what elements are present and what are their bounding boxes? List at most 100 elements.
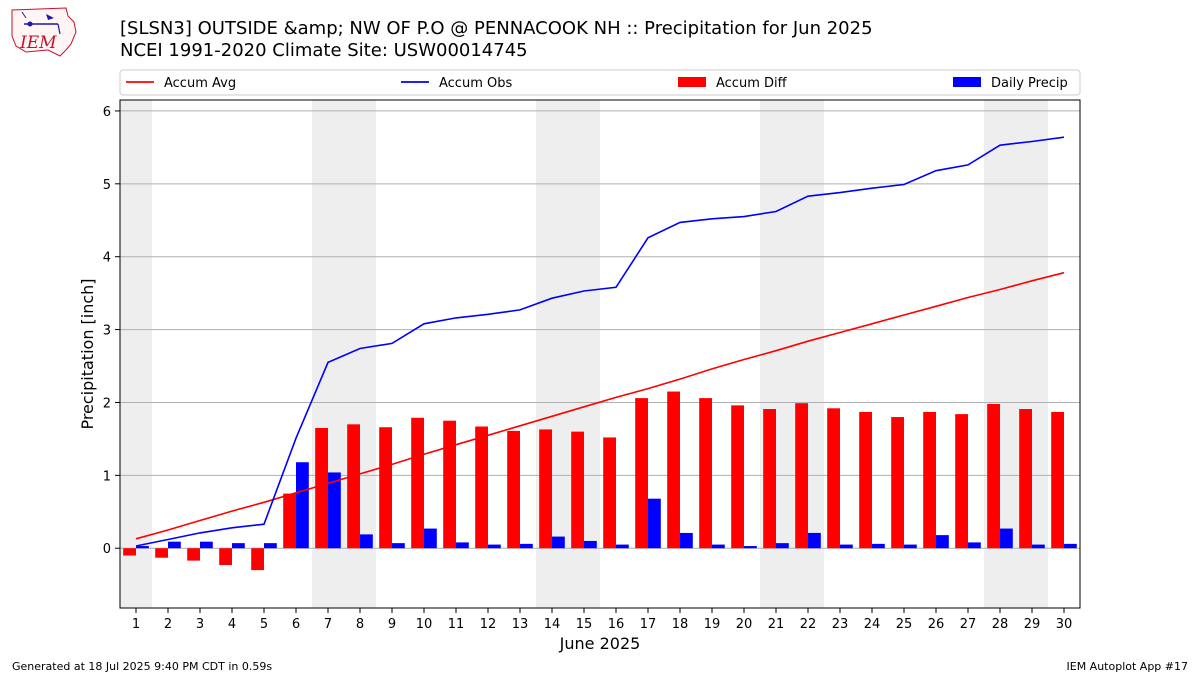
legend-label-daily-precip: Daily Precip	[991, 76, 1068, 91]
x-tick-label-22: 22	[800, 617, 817, 632]
daily-precip-bar-day-17	[648, 498, 661, 549]
daily-precip-bar-day-9	[392, 543, 405, 549]
accum-diff-bar-day-12	[475, 426, 488, 549]
y-tick-label-1: 1	[103, 469, 111, 484]
accum-diff-bar-day-24	[859, 411, 872, 549]
accum-diff-bar-day-17	[635, 398, 648, 549]
x-tick-label-25: 25	[896, 617, 913, 632]
accum-diff-bar-day-7	[315, 427, 328, 549]
legend-swatch-accum-diff	[678, 77, 706, 87]
x-tick-label-11: 11	[448, 617, 465, 632]
daily-precip-bar-day-18	[680, 532, 693, 549]
daily-precip-bar-day-19	[712, 544, 725, 549]
title-line-1: [SLSN3] OUTSIDE &amp; NW OF P.O @ PENNAC…	[120, 18, 873, 39]
x-axis-label: June 2025	[559, 634, 641, 653]
accum-diff-bar-day-8	[347, 424, 360, 549]
daily-precip-bar-day-1	[136, 546, 149, 549]
x-tick-label-12: 12	[480, 617, 497, 632]
accum-diff-bar-day-21	[763, 409, 776, 549]
x-tick-label-6: 6	[292, 617, 300, 632]
legend-box	[119, 69, 1081, 96]
accum-diff-bar-day-19	[699, 398, 712, 549]
weekend-shade-day-1	[120, 100, 152, 608]
x-tick-label-21: 21	[768, 617, 785, 632]
chart-title: [SLSN3] OUTSIDE &amp; NW OF P.O @ PENNAC…	[120, 18, 873, 62]
y-tick-label-4: 4	[103, 251, 111, 266]
accum-diff-bar-day-25	[891, 417, 904, 549]
iem-logo: IEM	[11, 7, 77, 57]
daily-precip-bar-day-4	[232, 543, 245, 549]
accum-diff-bar-day-30	[1051, 411, 1064, 549]
daily-precip-bar-day-30	[1064, 543, 1077, 549]
accum-diff-bar-day-14	[539, 429, 552, 549]
plot-frame	[119, 99, 1081, 609]
accum-diff-bar-day-15	[571, 431, 584, 549]
x-tick-label-14: 14	[544, 617, 561, 632]
legend-label-accum-obs: Accum Obs	[439, 76, 512, 91]
x-tick-label-15: 15	[576, 617, 593, 632]
footer-generated: Generated at 18 Jul 2025 9:40 PM CDT in …	[12, 660, 273, 673]
accum-diff-bar-day-6	[283, 493, 296, 549]
daily-precip-bar-day-21	[776, 543, 789, 549]
x-tick-label-20: 20	[736, 617, 753, 632]
accum-diff-bar-day-26	[923, 411, 936, 549]
daily-precip-bar-day-25	[904, 544, 917, 549]
accum-diff-bar-day-20	[731, 405, 744, 549]
title-line-2: NCEI 1991-2020 Climate Site: USW00014745	[120, 40, 528, 61]
y-tick-label-6: 6	[103, 105, 111, 120]
daily-precip-bar-day-2	[168, 541, 181, 549]
accum-diff-bar-day-3	[187, 548, 200, 561]
daily-precip-bar-day-7	[328, 472, 341, 549]
accum-diff-bar-day-28	[987, 403, 1000, 549]
x-tick-label-2: 2	[164, 617, 172, 632]
y-axis-label: Precipitation [inch]	[78, 278, 97, 429]
x-tick-label-16: 16	[608, 617, 625, 632]
y-tick-label-3: 3	[103, 324, 111, 339]
x-tick-label-18: 18	[672, 617, 689, 632]
logo-text: IEM	[19, 33, 57, 53]
daily-precip-bar-day-12	[488, 544, 501, 549]
daily-precip-bar-day-22	[808, 532, 821, 549]
accum-diff-bar-day-11	[443, 420, 456, 549]
accum-diff-bar-day-4	[219, 548, 232, 565]
accum-diff-bar-day-29	[1019, 409, 1032, 549]
accum-diff-bar-day-27	[955, 414, 968, 549]
legend-swatch-daily-precip	[953, 77, 981, 87]
x-tick-label-29: 29	[1024, 617, 1041, 632]
y-tick-label-5: 5	[103, 178, 111, 193]
legend-label-accum-avg: Accum Avg	[164, 76, 236, 91]
x-tick-label-3: 3	[196, 617, 204, 632]
x-tick-label-1: 1	[132, 617, 140, 632]
accum-diff-bar-day-1	[123, 548, 136, 556]
daily-precip-bar-day-10	[424, 528, 437, 549]
daily-precip-bar-day-5	[264, 543, 277, 549]
accum-diff-bar-day-16	[603, 437, 616, 549]
x-tick-label-30: 30	[1056, 617, 1073, 632]
accum-diff-bar-day-2	[155, 548, 168, 558]
accum-avg-line	[135, 271, 1065, 540]
accum-diff-bar-day-13	[507, 430, 520, 549]
daily-precip-bar-day-13	[520, 543, 533, 549]
accum-diff-bar-day-5	[251, 548, 264, 571]
daily-precip-bar-day-24	[872, 543, 885, 549]
daily-precip-bar-day-15	[584, 540, 597, 549]
x-tick-label-8: 8	[356, 617, 364, 632]
x-tick-label-5: 5	[260, 617, 268, 632]
x-tick-label-23: 23	[832, 617, 849, 632]
accum-diff-bar-day-18	[667, 391, 680, 549]
legend-label-accum-diff: Accum Diff	[716, 76, 788, 91]
x-tick-label-4: 4	[228, 617, 236, 632]
daily-precip-bar-day-28	[1000, 528, 1013, 549]
accum-obs-line	[135, 136, 1065, 547]
y-tick-label-0: 0	[103, 542, 111, 557]
accum-diff-bar-day-9	[379, 427, 392, 549]
x-tick-label-27: 27	[960, 617, 977, 632]
x-tick-label-19: 19	[704, 617, 721, 632]
x-tick-label-17: 17	[640, 617, 657, 632]
x-tick-label-24: 24	[864, 617, 881, 632]
daily-precip-bar-day-26	[936, 535, 949, 549]
x-tick-label-26: 26	[928, 617, 945, 632]
daily-precip-bar-day-23	[840, 544, 853, 549]
daily-precip-bar-day-11	[456, 542, 469, 549]
